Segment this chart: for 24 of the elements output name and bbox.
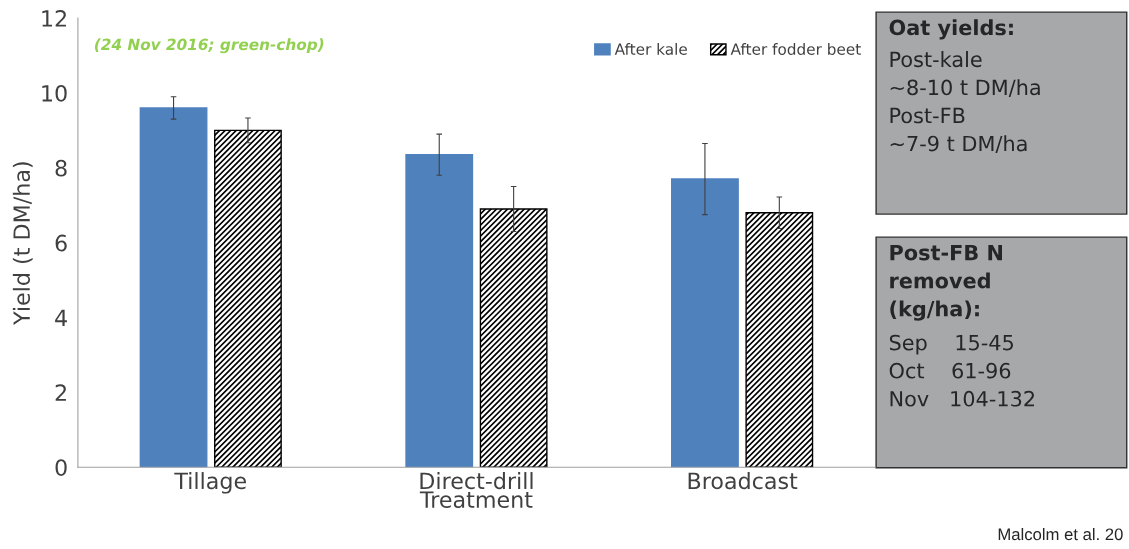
text: Post-FB N removed (kg/ha): Sep 15-45 Oct 61-96 Nov 104-132 xyxy=(889,244,1035,407)
x-tick-label: Broadcast xyxy=(688,472,798,490)
legend-label: After kale xyxy=(614,43,687,55)
bar xyxy=(139,107,208,468)
bar xyxy=(745,212,814,468)
text: Malcolm et al. 20 xyxy=(998,527,1123,541)
x-axis-title: Treatment xyxy=(419,491,533,508)
y-tick-label: 10 xyxy=(42,84,67,102)
y-tick-label: 6 xyxy=(55,234,67,252)
legend-label: After fodder beet xyxy=(730,43,861,55)
y-tick-label: 4 xyxy=(55,309,67,326)
y-tick-label: 12 xyxy=(42,10,66,27)
text: Oat yields: Post-kale ~8-10 t DM/ha Post-FB ~7-9 t DM/ha xyxy=(889,19,1040,154)
annotation: (24 Nov 2016; green-chop) xyxy=(95,38,324,54)
y-tick-label: 8 xyxy=(55,159,67,177)
bar xyxy=(671,178,739,468)
bar xyxy=(405,154,474,468)
x-tick-label: Tillage xyxy=(174,472,246,494)
y-tick-label: 2 xyxy=(55,384,66,401)
bar xyxy=(479,208,548,468)
x-tick-label: Direct-drill xyxy=(420,472,533,490)
y-axis-title: Yield (t DM/ha) xyxy=(12,162,33,325)
bar xyxy=(214,129,282,468)
y-tick-label: 0 xyxy=(55,459,67,476)
